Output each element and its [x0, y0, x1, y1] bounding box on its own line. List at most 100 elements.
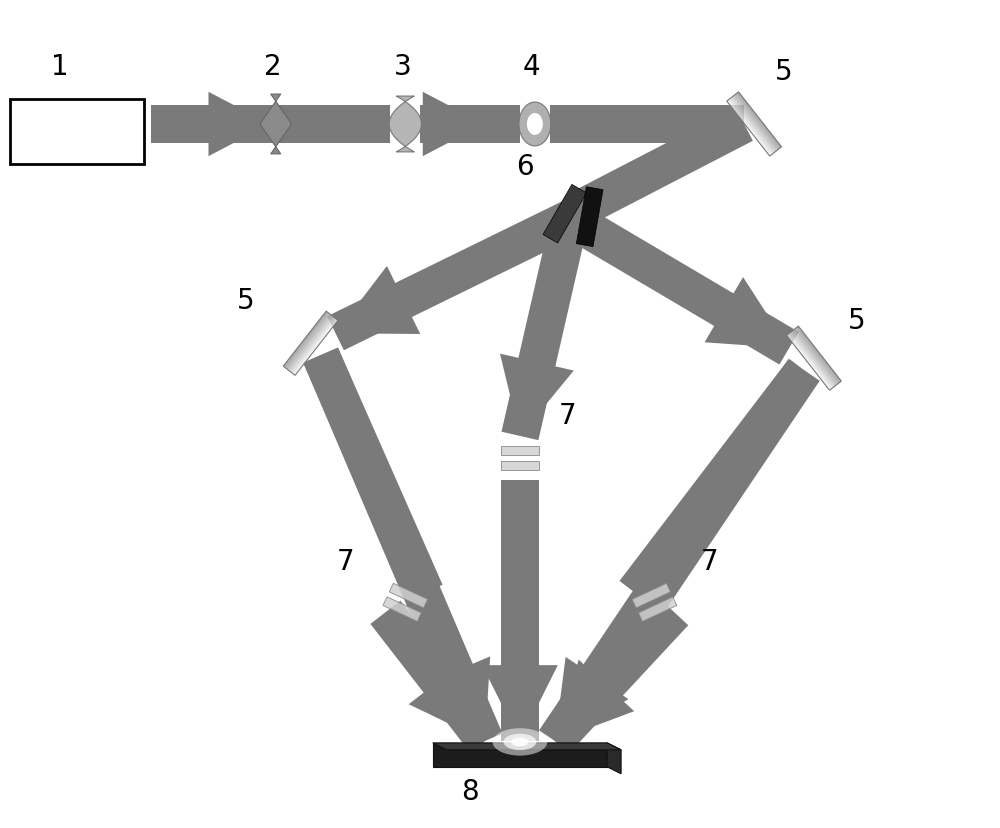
Text: 7: 7	[559, 402, 577, 430]
Polygon shape	[326, 106, 390, 144]
Polygon shape	[737, 94, 781, 149]
Polygon shape	[632, 584, 670, 608]
Polygon shape	[607, 743, 621, 774]
Polygon shape	[727, 101, 771, 156]
Ellipse shape	[527, 114, 543, 136]
Polygon shape	[421, 657, 490, 741]
Polygon shape	[290, 317, 333, 373]
Polygon shape	[286, 314, 330, 369]
Polygon shape	[790, 333, 833, 388]
Polygon shape	[288, 315, 332, 371]
Text: 7: 7	[700, 548, 718, 575]
Text: 5: 5	[237, 287, 255, 315]
Polygon shape	[737, 94, 780, 149]
Polygon shape	[370, 601, 500, 753]
Polygon shape	[289, 316, 332, 372]
Polygon shape	[734, 96, 777, 152]
Polygon shape	[303, 348, 443, 600]
Polygon shape	[550, 106, 744, 144]
Polygon shape	[482, 666, 558, 741]
Ellipse shape	[493, 729, 547, 756]
Polygon shape	[729, 100, 772, 156]
Polygon shape	[292, 319, 336, 374]
Polygon shape	[638, 597, 677, 622]
Polygon shape	[792, 331, 835, 387]
Polygon shape	[728, 101, 771, 156]
Polygon shape	[793, 330, 837, 386]
Polygon shape	[560, 203, 799, 365]
Polygon shape	[409, 658, 485, 741]
Polygon shape	[796, 328, 839, 383]
Polygon shape	[433, 743, 621, 750]
Polygon shape	[705, 277, 789, 349]
Polygon shape	[291, 318, 334, 373]
Polygon shape	[291, 318, 335, 373]
Text: 7: 7	[337, 548, 354, 575]
Bar	[10, 100, 144, 165]
Polygon shape	[797, 327, 840, 383]
Polygon shape	[501, 461, 539, 470]
Polygon shape	[261, 95, 291, 155]
Polygon shape	[290, 317, 334, 373]
Polygon shape	[284, 312, 327, 368]
Ellipse shape	[519, 103, 551, 147]
Text: 5: 5	[848, 307, 866, 335]
Polygon shape	[433, 743, 607, 767]
Polygon shape	[792, 331, 836, 387]
Polygon shape	[566, 108, 753, 229]
Polygon shape	[790, 333, 834, 388]
Polygon shape	[619, 359, 819, 604]
Polygon shape	[294, 320, 337, 375]
Polygon shape	[294, 320, 338, 376]
Text: 6: 6	[516, 152, 534, 181]
Polygon shape	[729, 99, 773, 155]
Polygon shape	[730, 99, 774, 154]
Polygon shape	[736, 94, 779, 150]
Polygon shape	[501, 446, 539, 455]
Text: 2: 2	[264, 53, 282, 81]
Ellipse shape	[503, 734, 536, 750]
Polygon shape	[793, 330, 836, 386]
Text: 1: 1	[51, 53, 68, 81]
Polygon shape	[795, 329, 838, 384]
Polygon shape	[293, 319, 336, 374]
Polygon shape	[295, 320, 338, 376]
Polygon shape	[796, 329, 839, 384]
Polygon shape	[288, 315, 331, 371]
Text: 3: 3	[393, 53, 411, 81]
Polygon shape	[733, 97, 776, 152]
Polygon shape	[287, 315, 330, 370]
Polygon shape	[292, 319, 335, 373]
Polygon shape	[336, 267, 420, 335]
Polygon shape	[284, 312, 328, 368]
Polygon shape	[423, 93, 484, 157]
Polygon shape	[795, 330, 838, 384]
Polygon shape	[389, 97, 421, 152]
Polygon shape	[787, 335, 830, 391]
Polygon shape	[727, 102, 770, 156]
Polygon shape	[731, 99, 774, 153]
Polygon shape	[543, 185, 587, 243]
Polygon shape	[289, 316, 333, 372]
Polygon shape	[287, 315, 330, 369]
Polygon shape	[285, 313, 329, 368]
Polygon shape	[733, 96, 777, 152]
Polygon shape	[788, 335, 831, 390]
Polygon shape	[732, 97, 776, 152]
Polygon shape	[794, 330, 838, 385]
Text: 4: 4	[523, 53, 541, 81]
Polygon shape	[731, 99, 774, 154]
Polygon shape	[736, 94, 780, 150]
Polygon shape	[283, 312, 327, 367]
Polygon shape	[730, 99, 773, 155]
Polygon shape	[788, 335, 831, 390]
Polygon shape	[798, 327, 841, 382]
Polygon shape	[151, 106, 326, 144]
Polygon shape	[500, 354, 574, 436]
Polygon shape	[285, 313, 328, 368]
Polygon shape	[731, 98, 775, 153]
Polygon shape	[389, 584, 428, 608]
Polygon shape	[789, 334, 832, 389]
Text: 5: 5	[775, 58, 793, 86]
Polygon shape	[789, 334, 833, 388]
